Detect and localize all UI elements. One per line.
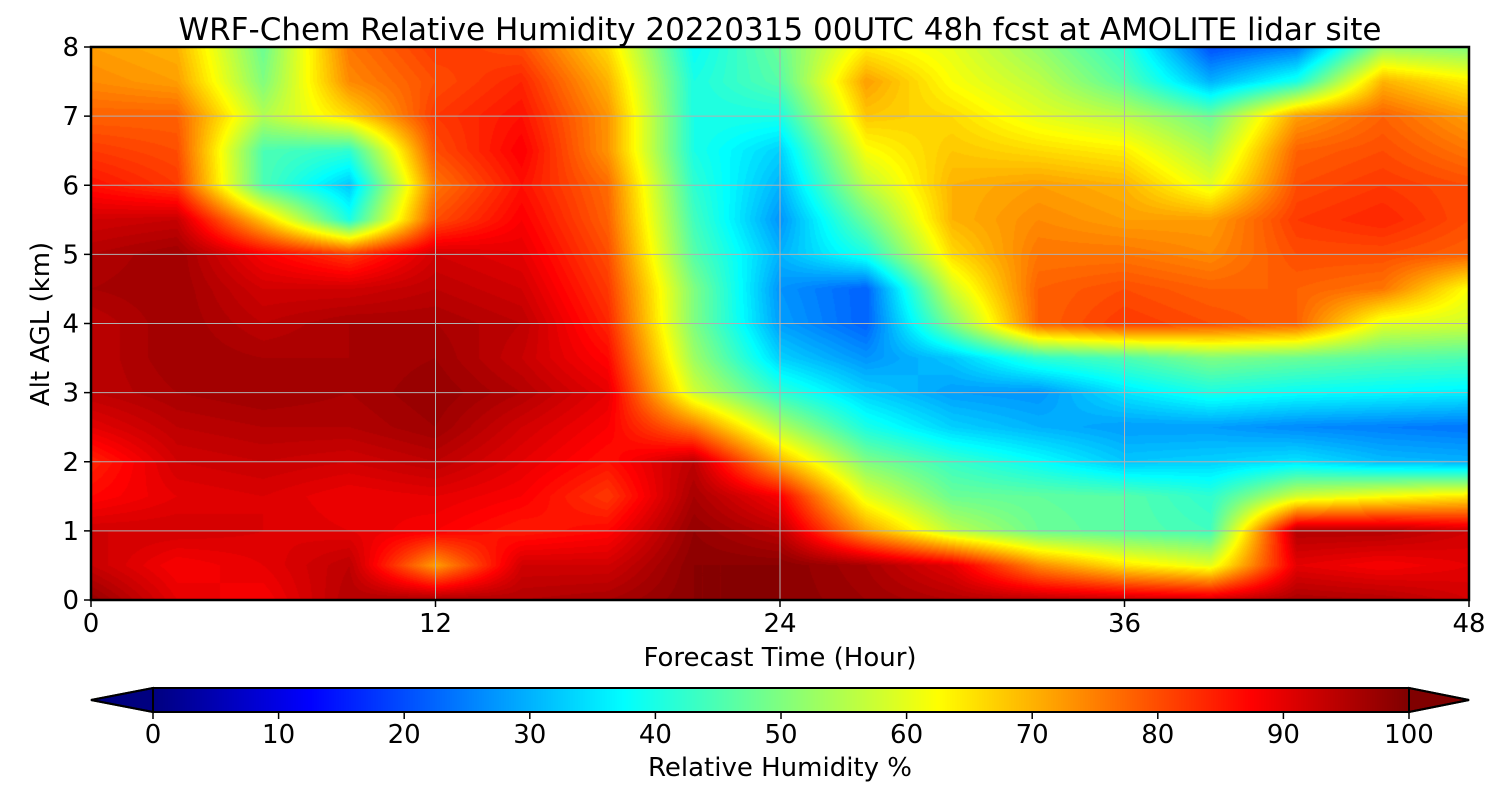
x-tick-label: 36 xyxy=(1108,609,1141,639)
colorbar-tick-label: 100 xyxy=(1384,720,1434,750)
y-tick-label: 5 xyxy=(62,240,79,270)
y-tick-label: 3 xyxy=(62,379,79,409)
y-tick-label: 1 xyxy=(62,517,79,547)
colorbar-tick-label: 70 xyxy=(1016,720,1049,750)
colorbar-tick-label: 80 xyxy=(1141,720,1174,750)
y-tick-label: 0 xyxy=(62,586,79,616)
colorbar-image-container xyxy=(153,688,1409,712)
y-tick-label: 4 xyxy=(62,310,79,340)
colorbar-tick-label: 0 xyxy=(145,720,162,750)
colorbar-tick-label: 90 xyxy=(1267,720,1300,750)
y-axis-label: Alt AGL (km) xyxy=(26,242,56,406)
x-tick-label: 12 xyxy=(419,609,452,639)
x-tick-label: 0 xyxy=(83,609,100,639)
chart-title: WRF-Chem Relative Humidity 20220315 00UT… xyxy=(178,12,1381,48)
colorbar-tick-label: 10 xyxy=(262,720,295,750)
x-tick-label: 24 xyxy=(763,609,796,639)
colorbar-tick-label: 20 xyxy=(388,720,421,750)
colorbar-tick-label: 30 xyxy=(513,720,546,750)
colorbar-tick-label: 60 xyxy=(890,720,923,750)
colorbar-lower-extension xyxy=(90,686,154,714)
colorbar-upper-extension xyxy=(1408,686,1470,714)
colorbar-ticks: 0 10 20 30 40 50 60 70 80 90 100 xyxy=(145,712,1434,750)
y-tick-label: 8 xyxy=(62,33,79,63)
y-tick-label: 6 xyxy=(62,171,79,201)
x-axis-label: Forecast Time (Hour) xyxy=(643,643,916,673)
colorbar-label: Relative Humidity % xyxy=(648,753,912,783)
colorbar-canvas xyxy=(153,688,1409,712)
colorbar-tick-label: 50 xyxy=(764,720,797,750)
y-tick-label: 2 xyxy=(62,448,79,478)
y-tick-label: 7 xyxy=(62,102,79,132)
x-axis: 0 12 24 36 48 xyxy=(83,600,1486,639)
x-tick-label: 48 xyxy=(1452,609,1485,639)
colorbar-tick-label: 40 xyxy=(639,720,672,750)
y-axis: 0 1 2 3 4 5 6 7 8 xyxy=(62,33,91,616)
